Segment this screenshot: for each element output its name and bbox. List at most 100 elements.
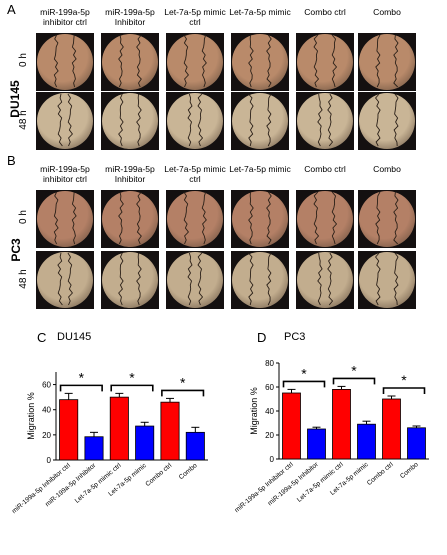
scratch-edge-line (53, 34, 59, 88)
scratch-edge-line (313, 34, 320, 88)
panel-b-column-header-1: miR-199a-5p inhibitor ctrl (40, 164, 90, 184)
panel-b-well-row-48h-6 (358, 251, 416, 309)
panel-a-column-header-4: Let-7a-5p mimic (229, 7, 291, 17)
scratch-edge-line (67, 93, 73, 147)
chart-d-bar-4 (357, 423, 376, 460)
chart-d-bar-1 (282, 392, 301, 460)
chart-c-bar-5 (160, 401, 180, 461)
panel-b-column-header-4: Let-7a-5p mimic (229, 164, 291, 174)
chart-c-significance-star-1: * (79, 369, 85, 385)
scratch-edge-line (317, 252, 323, 306)
scratch-edge-line (118, 191, 124, 245)
panel-a-row-48h: 48 h (18, 110, 29, 130)
scratch-edge-line (393, 191, 399, 245)
chart-c-title: DU145 (57, 331, 92, 343)
scratch-edge-line (266, 191, 272, 245)
chart-d-significance-star-2: * (351, 362, 357, 378)
chart-d-y-tick-label: 60 (265, 383, 274, 392)
panel-a-letter: A (7, 2, 16, 17)
chart-d-bar-5 (382, 398, 401, 460)
scratch-edge-line (375, 34, 381, 88)
panel-b-well-row-48h-3 (166, 251, 224, 309)
scratch-edge-line (375, 252, 381, 306)
scratch-edge-line (266, 93, 272, 147)
scratch-edge-line (327, 252, 334, 306)
scratch-edge-line (375, 191, 381, 245)
scratch-edge-line (393, 93, 399, 147)
chart-d-significance-bracket-1 (282, 380, 326, 388)
panel-b-cell-line: PC3 (9, 238, 23, 262)
panel-b-well-row-0h-5 (296, 190, 354, 248)
scratch-edge-line (393, 252, 399, 306)
chart-c-y-tick-label: 0 (47, 456, 52, 465)
scratch-edge-line (136, 34, 142, 88)
scratch-edge-line (266, 252, 272, 306)
panel-a-well-row-0h-3 (166, 33, 224, 91)
scratch-edge-line (197, 93, 204, 147)
panel-b-well-row-0h-2 (101, 190, 159, 248)
chart-d-significance-star-1: * (301, 365, 307, 381)
panel-c-letter: C (37, 330, 47, 345)
scratch-edge-line (67, 252, 73, 306)
chart-d-category-label-6: Combo (399, 461, 420, 480)
panel-b-well-row-0h-3 (166, 190, 224, 248)
chart-d-significance-bracket-2 (332, 377, 376, 385)
chart-d-significance-bracket-3 (382, 387, 426, 394)
panel-a-well-row-0h-1 (36, 33, 94, 91)
panel-b-row-48h: 48 h (18, 269, 29, 289)
scratch-edge-line (327, 93, 334, 147)
scratch-edge-line (183, 34, 189, 88)
panel-a-well-row-0h-5 (296, 33, 354, 91)
chart-d-bar-3 (332, 389, 351, 460)
panel-a-column-header-3: Let-7a-5p mimic ctrl (164, 7, 226, 27)
chart-c-y-tick-label: 20 (42, 431, 51, 440)
chart-d-bar-2 (307, 428, 326, 460)
panel-a-well-row-48h-6 (358, 92, 416, 150)
scratch-edge-line (201, 34, 207, 88)
panel-b-well-row-48h-2 (101, 251, 159, 309)
panel-b-well-row-48h-5 (296, 251, 354, 309)
chart-d-category-label-3: Let-7a-5p mimic ctrl (296, 461, 345, 504)
scratch-edge-line (187, 252, 193, 306)
panel-b-well-row-48h-1 (36, 251, 94, 309)
chart-d-y-axis-label: Migration % (249, 387, 259, 435)
panel-d-letter: D (257, 330, 267, 345)
panel-a-well-row-48h-4 (231, 92, 289, 150)
chart-c-bar-3 (109, 396, 129, 461)
panel-a-well-row-48h-5 (296, 92, 354, 150)
chart-c-category-label-3: Let-7a-5p mimic ctrl (74, 462, 123, 505)
chart-d-y-tick-label: 40 (265, 407, 274, 416)
scratch-edge-line (57, 93, 63, 147)
scratch-edge-line (118, 93, 124, 147)
scratch-edge-line (331, 191, 338, 245)
chart-c-significance-bracket-2 (110, 384, 154, 392)
scratch-edge-line (197, 252, 204, 306)
scratch-edge-line (201, 191, 207, 245)
scratch-edge-line (118, 34, 124, 88)
chart-d-y-tick-label: 80 (265, 359, 274, 368)
panel-a-well-row-0h-2 (101, 33, 159, 91)
scratch-edge-line (266, 34, 272, 88)
chart-c-bar-2 (84, 436, 104, 461)
chart-c-significance-bracket-3 (161, 389, 205, 397)
panel-b-row-0h: 0 h (18, 210, 29, 224)
panel-b-well-row-0h-6 (358, 190, 416, 248)
scratch-edge-line (118, 252, 124, 306)
chart-d-y-tick-label: 0 (270, 455, 275, 464)
chart-c-bar-1 (59, 399, 79, 461)
panel-a-well-row-48h-2 (101, 92, 159, 150)
chart-c-y-tick-label: 60 (42, 381, 51, 390)
scratch-edge-line (183, 191, 189, 245)
scratch-edge-line (53, 191, 59, 245)
panel-b-well-row-0h-4 (231, 190, 289, 248)
scratch-edge-line (248, 191, 254, 245)
panel-b-well-row-48h-4 (231, 251, 289, 309)
chart-d-category-label-5: Combo ctrl (366, 461, 395, 487)
chart-c-significance-bracket-1 (59, 384, 103, 392)
scratch-edge-line (136, 191, 142, 245)
panel-a-well-row-0h-6 (358, 33, 416, 91)
panel-a-well-row-48h-3 (166, 92, 224, 150)
scratch-edge-line (248, 34, 254, 88)
scratch-edge-line (136, 93, 142, 147)
